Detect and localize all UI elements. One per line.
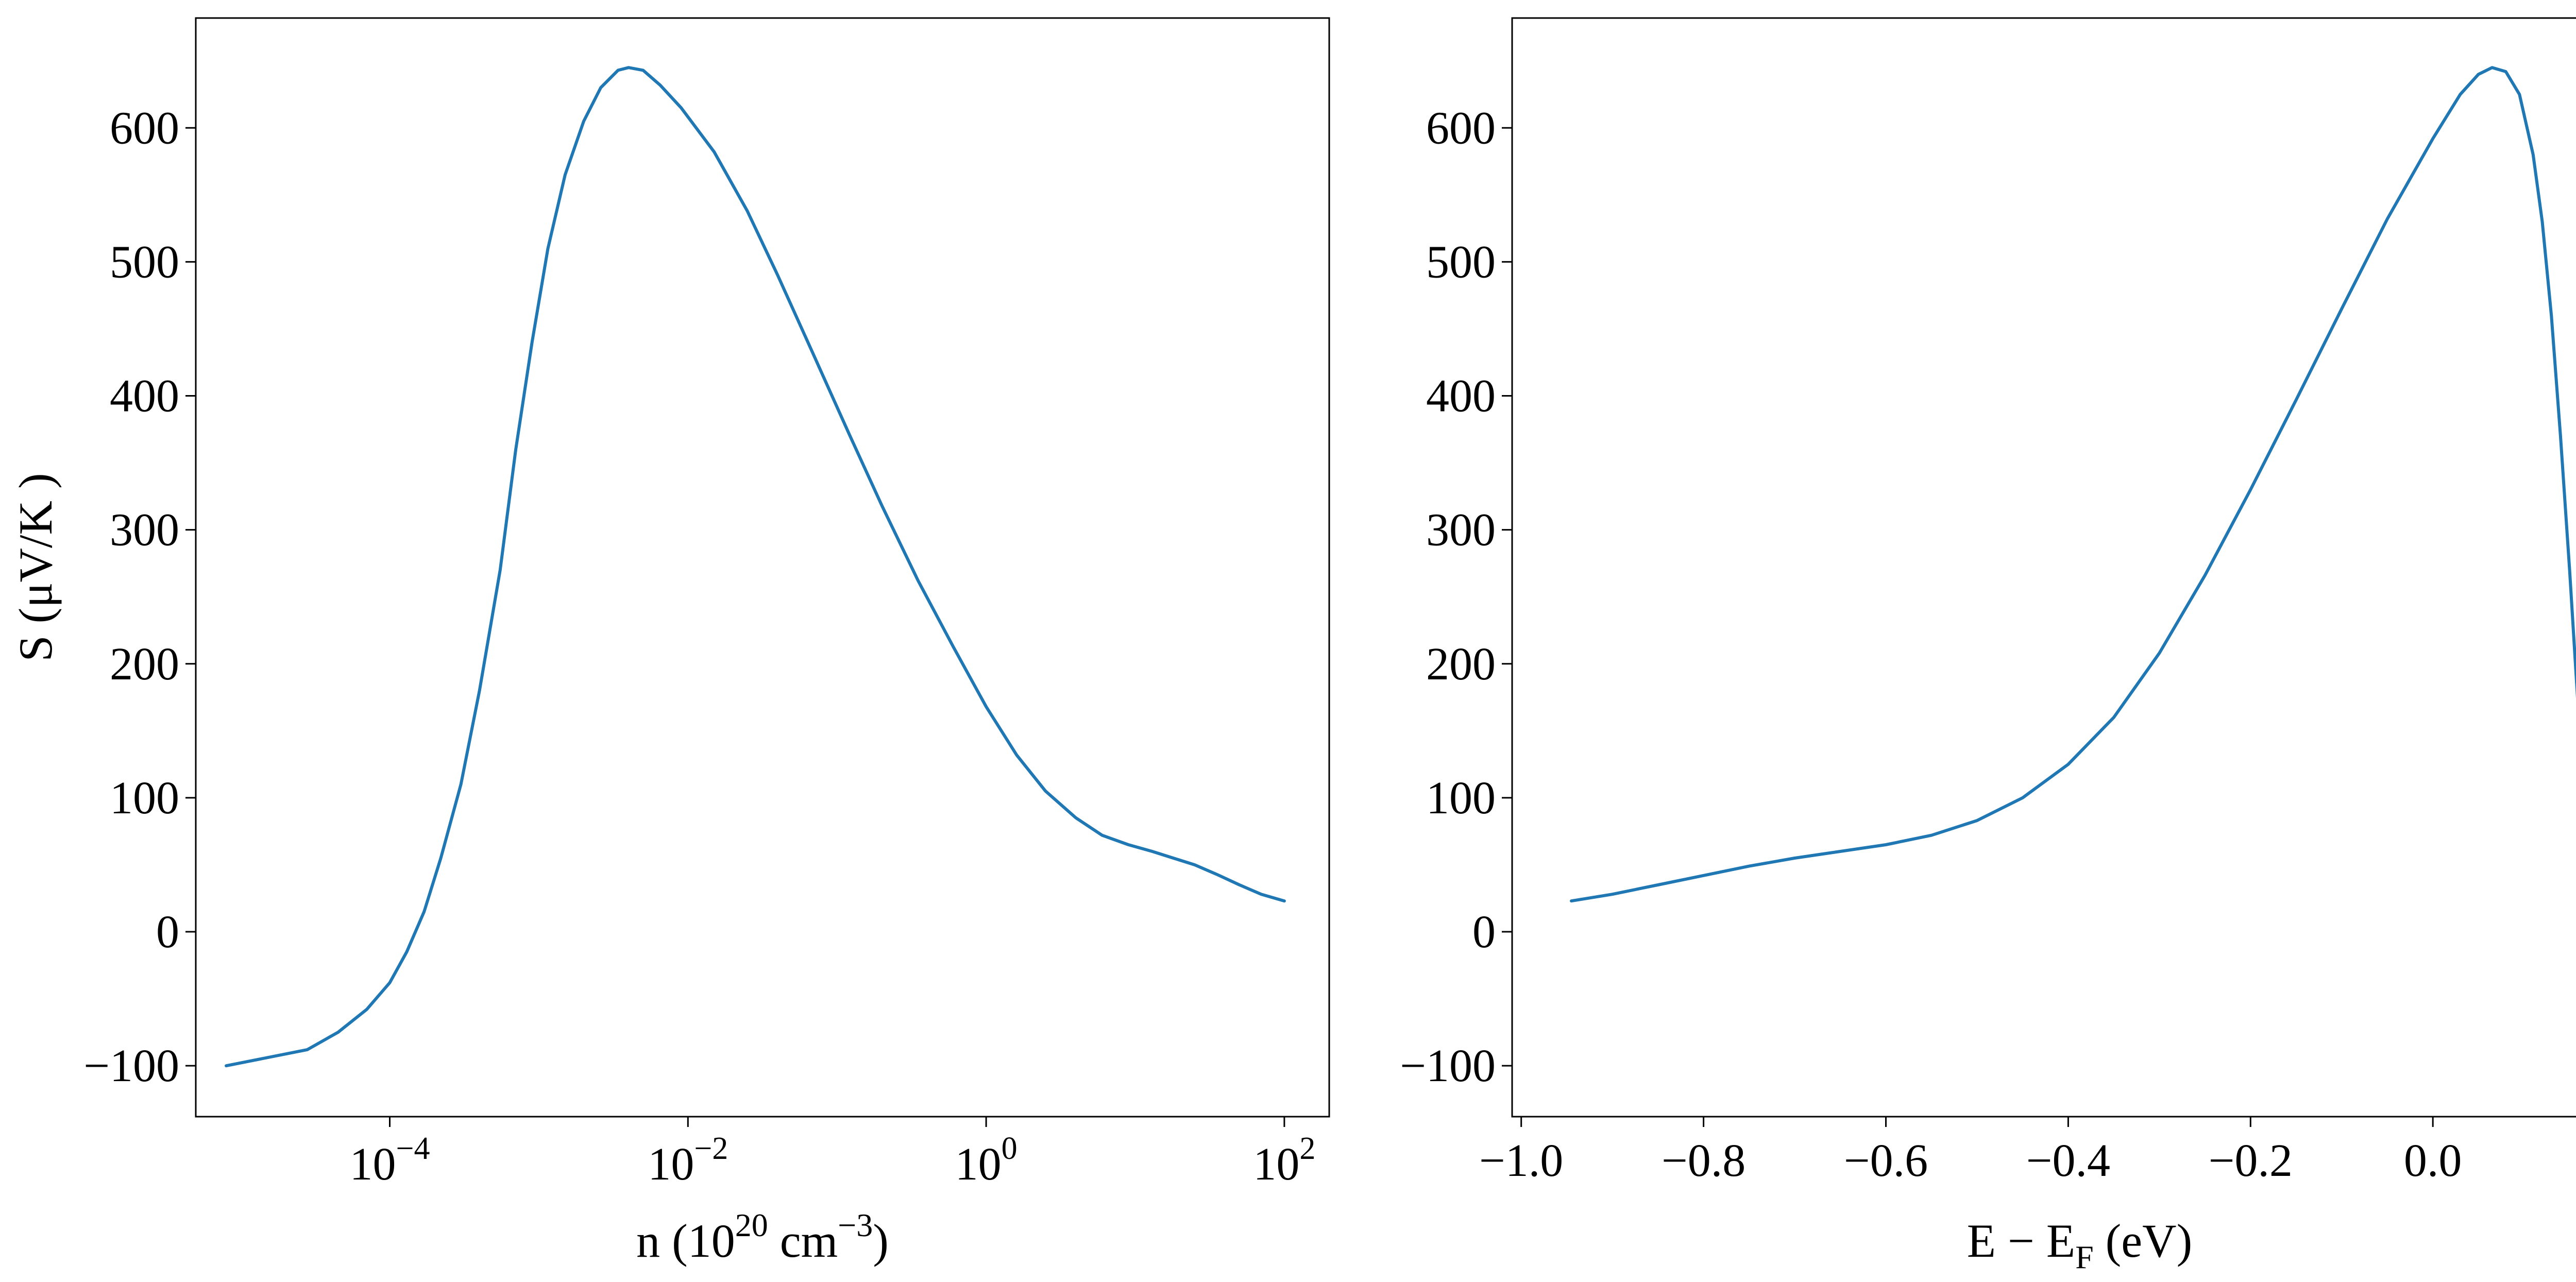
y-tick-label: 300	[1426, 505, 1496, 556]
x-tick-label: 100	[955, 1131, 1018, 1190]
seebeck-curve	[225, 66, 1286, 1068]
y-tick-label: −100	[83, 1040, 179, 1091]
y-tick-label: 400	[1426, 371, 1496, 422]
x-tick-label-base: 10	[955, 1139, 1002, 1190]
y-axis-label: S (μV/K )	[9, 473, 62, 661]
y-tick-label: 500	[1426, 236, 1496, 287]
y-tick-label: 100	[1426, 773, 1496, 824]
x-tick-label: −0.8	[1662, 1135, 1745, 1186]
plot-area-frame	[195, 17, 1330, 1118]
x-tick-label: 10−2	[648, 1131, 728, 1190]
x-tick-label: 0.0	[2404, 1135, 2462, 1186]
x-axis-label-mid: cm	[768, 1215, 838, 1267]
x-tick-label: 102	[1253, 1131, 1315, 1190]
y-tick-label: 100	[110, 773, 179, 824]
x-axis-label-post: (eV)	[2094, 1215, 2193, 1267]
y-tick-label: 200	[1426, 639, 1496, 690]
x-tick-label-base: 10	[1253, 1139, 1299, 1190]
x-axis-label-pre: E − E	[1967, 1215, 2075, 1267]
y-tick-label: 600	[110, 102, 179, 153]
y-tick-label: 0	[156, 907, 179, 958]
y-tick-label: 300	[110, 505, 179, 556]
x-tick-label: −1.0	[1479, 1135, 1563, 1186]
y-tick-label: 400	[110, 371, 179, 422]
y-tick-label: 0	[1472, 907, 1496, 958]
x-axis-label: n (1020 cm−3)	[636, 1207, 889, 1267]
y-tick-label: 600	[1426, 102, 1496, 153]
x-tick-label-base: 10	[350, 1139, 396, 1190]
x-axis-label-base: n (10	[636, 1215, 735, 1267]
x-tick-label-exponent: −2	[694, 1131, 728, 1166]
x-tick-label: −0.6	[1844, 1135, 1928, 1186]
y-tick-label: 200	[110, 639, 179, 690]
x-tick-label: −0.4	[2026, 1135, 2110, 1186]
x-axis-label-sup2: −3	[838, 1207, 873, 1243]
x-tick-label-exponent: 0	[1002, 1131, 1018, 1166]
seebeck-curve	[1570, 66, 2576, 903]
x-axis-label-sub: F	[2075, 1239, 2094, 1275]
x-tick-label: −0.2	[2209, 1135, 2293, 1186]
plot-area-frame	[1511, 17, 2576, 1118]
x-tick-label-exponent: 2	[1299, 1131, 1315, 1166]
x-axis-label-end: )	[873, 1215, 889, 1267]
x-tick-label-exponent: −4	[396, 1131, 430, 1166]
x-axis-label: E − EF (eV)	[1967, 1215, 2192, 1275]
x-tick-label: 10−4	[350, 1131, 430, 1190]
x-axis-label-sup1: 20	[735, 1207, 768, 1243]
right-panel-seebeck-vs-energy: −100 0 100 200 300 400 500 600 −1.0 −0.8 −0.6 −0.4 −…	[1400, 17, 2576, 1275]
y-tick-label: −100	[1400, 1040, 1496, 1091]
x-tick-label-base: 10	[648, 1139, 694, 1190]
y-tick-label: 500	[110, 236, 179, 287]
